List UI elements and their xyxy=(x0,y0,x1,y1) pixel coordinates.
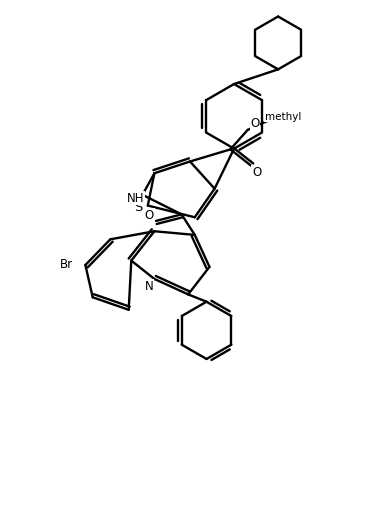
Text: Br: Br xyxy=(60,258,73,271)
Text: S: S xyxy=(134,201,143,214)
Text: O: O xyxy=(252,166,262,179)
Text: methyl: methyl xyxy=(265,112,301,122)
Text: O: O xyxy=(250,117,260,130)
Text: N: N xyxy=(145,280,153,293)
Text: NH: NH xyxy=(127,192,144,205)
Text: O: O xyxy=(145,209,154,222)
